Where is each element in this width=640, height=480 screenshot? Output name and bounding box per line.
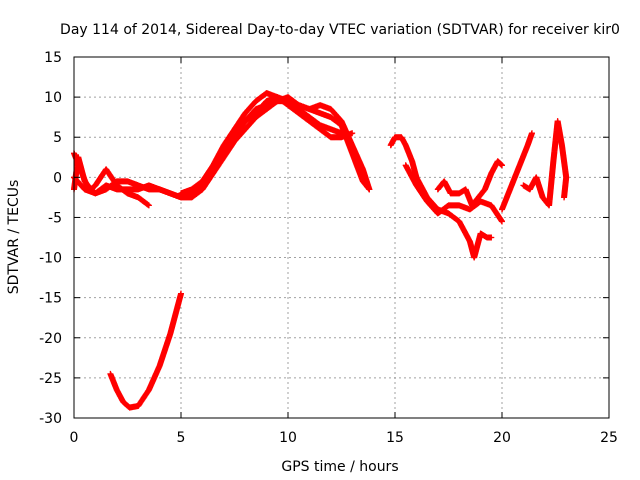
y-tick-label: -30	[39, 411, 62, 427]
axis-ticks: 0 5 10 15 20 25 -30 -25 -20 -15 -10 -5 0 5 10 15	[39, 50, 618, 446]
y-tick-label: -10	[39, 251, 62, 267]
y-tick-label: 15	[44, 50, 62, 66]
x-tick-label: 5	[177, 430, 186, 446]
data-point	[499, 162, 505, 169]
y-tick-label: 10	[44, 90, 62, 106]
x-tick-label: 0	[70, 430, 79, 446]
data-point	[366, 186, 373, 193]
data-point	[488, 234, 495, 241]
y-tick-label: -15	[39, 291, 62, 307]
series-track-mid-b	[231, 94, 373, 193]
x-axis-label: GPS time / hours	[281, 459, 398, 475]
series-track-late-e	[520, 118, 570, 209]
series-track-late-b	[402, 162, 505, 225]
y-tick-label: -20	[39, 331, 62, 347]
series-track-late-c	[434, 158, 505, 209]
x-tick-label: 15	[386, 430, 404, 446]
data-point	[145, 202, 152, 209]
data-point	[561, 194, 568, 201]
chart-title: Day 114 of 2014, Sidereal Day-to-day VTE…	[60, 22, 620, 38]
y-tick-label: 0	[53, 170, 62, 186]
y-tick-label: 5	[53, 130, 62, 146]
x-tick-label: 20	[493, 430, 511, 446]
data-point	[499, 218, 505, 225]
series-track-dip	[107, 290, 184, 411]
data-point	[349, 130, 356, 137]
grid	[74, 57, 609, 418]
y-tick-label: -5	[48, 210, 62, 226]
y-tick-label: -25	[39, 371, 62, 387]
series-track-late-d	[499, 130, 535, 213]
data-point	[528, 130, 535, 137]
data-point	[178, 290, 184, 297]
x-tick-label: 25	[600, 430, 618, 446]
data-markers	[71, 90, 570, 411]
y-axis-label: SDTVAR / TECUs	[6, 180, 22, 295]
x-tick-label: 10	[279, 430, 297, 446]
plot-frame	[73, 56, 610, 419]
